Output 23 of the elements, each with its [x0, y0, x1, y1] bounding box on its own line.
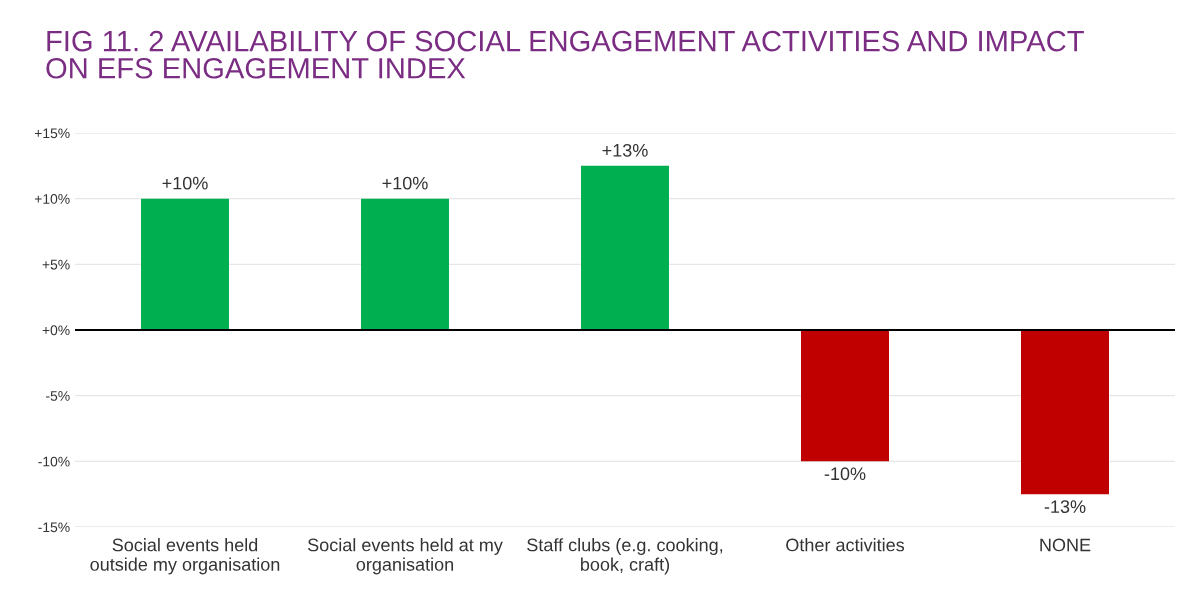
x-tick-label: NONE — [1040, 538, 1091, 552]
bar — [361, 198, 449, 330]
data-label: -10% — [824, 467, 866, 481]
bar — [141, 198, 229, 330]
data-label: +13% — [602, 143, 648, 157]
x-tick-label: Staff clubs (e.g. cooking, book, craft) — [527, 538, 723, 575]
y-tick-label: +0% — [42, 325, 70, 336]
x-tick-label: Social events held outside my organisation — [90, 538, 280, 575]
bar — [801, 330, 889, 462]
y-tick-label: +10% — [34, 194, 70, 204]
x-tick-label: Other activities — [786, 538, 905, 552]
y-tick-label: -15% — [38, 522, 70, 533]
y-tick-label: -10% — [38, 456, 70, 467]
chart-title: FIG 11. 2 AVAILABILITY OF SOCIAL ENGAGEMENT ACTIVITIES AND IMPACT ON EFS ENGAGEMENT INDEX — [46, 30, 1084, 79]
x-tick-label: Social events held at my organisation — [307, 538, 503, 575]
bar — [1021, 330, 1109, 495]
bar — [581, 165, 669, 330]
data-label: +10% — [162, 176, 208, 190]
data-label: -13% — [1044, 500, 1086, 513]
y-tick-label: -5% — [46, 391, 70, 401]
y-tick-label: +5% — [42, 259, 70, 270]
data-label: +10% — [382, 176, 428, 190]
y-tick-label: +15% — [34, 128, 70, 139]
